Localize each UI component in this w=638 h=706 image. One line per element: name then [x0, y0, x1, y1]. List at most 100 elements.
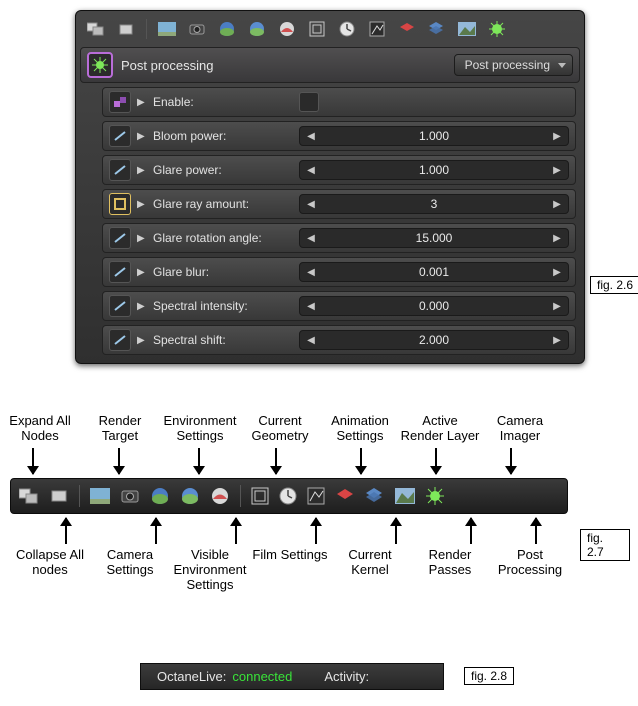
expand-row-icon[interactable]: ▶: [137, 131, 147, 142]
value-spinner[interactable]: ◀1.000▶: [299, 160, 569, 180]
active-render-layer-icon[interactable]: [335, 487, 355, 505]
increment-icon[interactable]: ▶: [546, 335, 568, 346]
render-target-icon[interactable]: [157, 19, 177, 39]
toolbar-diagram: Expand All NodesRender TargetEnvironment…: [10, 414, 630, 593]
diagram-label: Collapse All nodes: [10, 548, 90, 593]
post-processing-icon[interactable]: [487, 19, 507, 39]
increment-icon[interactable]: ▶: [546, 301, 568, 312]
environment-settings-icon[interactable]: [150, 487, 170, 505]
parameter-label: Enable:: [153, 95, 293, 109]
value-spinner[interactable]: ◀15.000▶: [299, 228, 569, 248]
parameter-row: ▶Glare blur:◀0.001▶: [102, 257, 576, 287]
camera-settings-icon[interactable]: [187, 19, 207, 39]
value-spinner[interactable]: ◀1.000▶: [299, 126, 569, 146]
expand-row-icon[interactable]: ▶: [137, 335, 147, 346]
expand-row-icon[interactable]: ▶: [137, 267, 147, 278]
render-target-icon[interactable]: [90, 488, 110, 504]
parameter-value[interactable]: 3: [322, 197, 546, 211]
film-settings-icon[interactable]: [251, 487, 269, 505]
diagram-label: Visible Environment Settings: [170, 548, 250, 593]
current-geometry-icon[interactable]: [277, 19, 297, 39]
increment-icon[interactable]: ▶: [546, 267, 568, 278]
parameter-value[interactable]: 0.001: [322, 265, 546, 279]
film-settings-icon[interactable]: [307, 19, 327, 39]
current-kernel-icon[interactable]: [307, 487, 325, 505]
increment-icon[interactable]: ▶: [546, 233, 568, 244]
value-spinner[interactable]: ◀0.001▶: [299, 262, 569, 282]
render-passes-icon[interactable]: [365, 487, 385, 505]
increment-icon[interactable]: ▶: [546, 131, 568, 142]
diagram-label: Render Target: [80, 414, 160, 444]
diagram-label: Environment Settings: [160, 414, 240, 444]
decrement-icon[interactable]: ◀: [300, 131, 322, 142]
expand-row-icon[interactable]: ▶: [137, 165, 147, 176]
diagram-label: Camera Settings: [90, 548, 170, 593]
decrement-icon[interactable]: ◀: [300, 233, 322, 244]
increment-icon[interactable]: ▶: [546, 165, 568, 176]
animation-settings-icon[interactable]: [337, 19, 357, 39]
parameter-label: Spectral shift:: [153, 333, 293, 347]
parameter-row: ▶ Enable:: [102, 87, 576, 117]
panel-type-dropdown[interactable]: Post processing: [454, 54, 573, 76]
parameter-label: Glare ray amount:: [153, 197, 293, 211]
arrow-up-icon: [395, 518, 397, 544]
expand-row-icon[interactable]: ▶: [137, 301, 147, 312]
arrow-down-icon: [198, 448, 200, 474]
float-param-icon: [109, 159, 131, 181]
collapse-nodes-icon[interactable]: [116, 19, 136, 39]
expand-row-icon[interactable]: ▶: [137, 97, 147, 108]
status-bar: OctaneLive: connected Activity:: [140, 663, 444, 690]
parameter-value[interactable]: 1.000: [322, 163, 546, 177]
visible-environment-icon[interactable]: [247, 19, 267, 39]
parameter-value[interactable]: 1.000: [322, 129, 546, 143]
arrow-up-icon: [315, 518, 317, 544]
parameter-row: ▶Spectral shift:◀2.000▶: [102, 325, 576, 355]
panel-header: Post processing Post processing: [80, 47, 580, 83]
value-spinner[interactable]: ◀3▶: [299, 194, 569, 214]
arrow-up-icon: [155, 518, 157, 544]
value-spinner[interactable]: ◀2.000▶: [299, 330, 569, 350]
parameter-value[interactable]: 15.000: [322, 231, 546, 245]
current-kernel-icon[interactable]: [367, 19, 387, 39]
arrow-down-icon: [275, 448, 277, 474]
visible-environment-icon[interactable]: [180, 487, 200, 505]
post-processing-icon[interactable]: [425, 486, 445, 506]
diagram-label: Expand All Nodes: [0, 414, 80, 444]
expand-row-icon[interactable]: ▶: [137, 199, 147, 210]
octanelive-label: OctaneLive:: [157, 669, 226, 684]
active-render-layer-icon[interactable]: [397, 19, 417, 39]
diagram-label: Render Passes: [410, 548, 490, 593]
camera-imager-icon[interactable]: [395, 488, 415, 504]
animation-settings-icon[interactable]: [279, 487, 297, 505]
enable-checkbox[interactable]: [299, 92, 319, 112]
decrement-icon[interactable]: ◀: [300, 267, 322, 278]
expand-nodes-icon[interactable]: [86, 19, 106, 39]
value-spinner[interactable]: ◀0.000▶: [299, 296, 569, 316]
diagram-label: Animation Settings: [320, 414, 400, 444]
collapse-nodes-icon[interactable]: [49, 487, 69, 505]
parameter-row: ▶Bloom power:◀1.000▶: [102, 121, 576, 151]
parameter-value[interactable]: 2.000: [322, 333, 546, 347]
parameter-label: Spectral intensity:: [153, 299, 293, 313]
decrement-icon[interactable]: ◀: [300, 335, 322, 346]
decrement-icon[interactable]: ◀: [300, 199, 322, 210]
panel-title: Post processing: [121, 58, 446, 73]
decrement-icon[interactable]: ◀: [300, 301, 322, 312]
parameter-label: Glare blur:: [153, 265, 293, 279]
parameter-row: ▶Glare ray amount:◀3▶: [102, 189, 576, 219]
environment-settings-icon[interactable]: [217, 19, 237, 39]
expand-nodes-icon[interactable]: [19, 487, 39, 505]
camera-imager-icon[interactable]: [457, 19, 477, 39]
diagram-label: Camera Imager: [480, 414, 560, 444]
parameter-value[interactable]: 0.000: [322, 299, 546, 313]
int-param-icon: [109, 193, 131, 215]
increment-icon[interactable]: ▶: [546, 199, 568, 210]
bool-param-icon: [109, 91, 131, 113]
current-geometry-icon[interactable]: [210, 487, 230, 505]
expand-row-icon[interactable]: ▶: [137, 233, 147, 244]
camera-settings-icon[interactable]: [120, 488, 140, 504]
render-passes-icon[interactable]: [427, 19, 447, 39]
decrement-icon[interactable]: ◀: [300, 165, 322, 176]
activity-label: Activity:: [324, 669, 369, 684]
panel-toolbar: [80, 15, 580, 43]
